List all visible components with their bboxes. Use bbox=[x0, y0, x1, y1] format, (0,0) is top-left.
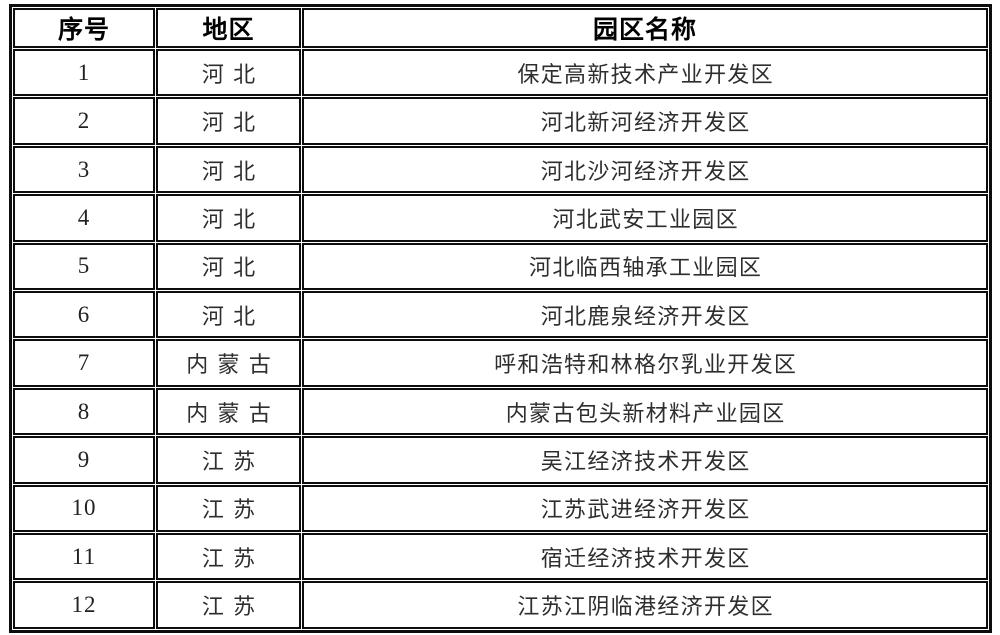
cell-park-name: 内蒙古包头新材料产业园区 bbox=[302, 387, 988, 436]
cell-region: 江苏 bbox=[156, 436, 301, 484]
table-row: 8 内蒙古 内蒙古包头新材料产业园区 bbox=[13, 387, 988, 436]
cell-park-name: 保定高新技术产业开发区 bbox=[302, 49, 988, 97]
cell-region: 河北 bbox=[156, 242, 301, 291]
table-header-row: 序号 地区 园区名称 bbox=[13, 8, 988, 48]
cell-region: 内蒙古 bbox=[156, 387, 301, 436]
table-row: 7 内蒙古 呼和浩特和林格尔乳业开发区 bbox=[13, 339, 988, 387]
table-row: 6 河北 河北鹿泉经济开发区 bbox=[13, 291, 988, 339]
cell-region: 河北 bbox=[156, 49, 301, 97]
cell-index: 9 bbox=[13, 436, 155, 484]
cell-index: 12 bbox=[13, 581, 155, 629]
table-row: 11 江苏 宿迁经济技术开发区 bbox=[13, 533, 988, 581]
column-header-region: 地区 bbox=[156, 8, 301, 48]
table-row: 5 河北 河北临西轴承工业园区 bbox=[13, 242, 988, 291]
cell-index: 1 bbox=[13, 49, 155, 97]
cell-region: 河北 bbox=[156, 97, 301, 145]
cell-park-name: 河北临西轴承工业园区 bbox=[302, 242, 988, 291]
cell-park-name: 宿迁经济技术开发区 bbox=[302, 533, 988, 581]
cell-region: 河北 bbox=[156, 194, 301, 242]
cell-park-name: 河北新河经济开发区 bbox=[302, 97, 988, 145]
cell-park-name: 河北鹿泉经济开发区 bbox=[302, 291, 988, 339]
cell-park-name: 江苏武进经济开发区 bbox=[302, 484, 988, 533]
cell-index: 10 bbox=[13, 484, 155, 533]
cell-index: 2 bbox=[13, 97, 155, 145]
cell-region: 河北 bbox=[156, 145, 301, 194]
cell-region: 河北 bbox=[156, 291, 301, 339]
table-row: 10 江苏 江苏武进经济开发区 bbox=[13, 484, 988, 533]
cell-park-name: 吴江经济技术开发区 bbox=[302, 436, 988, 484]
table-row: 12 江苏 江苏江阴临港经济开发区 bbox=[13, 581, 988, 629]
cell-index: 8 bbox=[13, 387, 155, 436]
cell-park-name: 呼和浩特和林格尔乳业开发区 bbox=[302, 339, 988, 387]
column-header-index: 序号 bbox=[13, 8, 155, 48]
cell-region: 江苏 bbox=[156, 484, 301, 533]
cell-region: 江苏 bbox=[156, 533, 301, 581]
industrial-parks-table: 序号 地区 园区名称 1 河北 保定高新技术产业开发区 2 河北 河北新河经济开… bbox=[9, 4, 992, 633]
table-row: 2 河北 河北新河经济开发区 bbox=[13, 97, 988, 145]
cell-index: 4 bbox=[13, 194, 155, 242]
cell-region: 江苏 bbox=[156, 581, 301, 629]
column-header-park: 园区名称 bbox=[302, 8, 988, 48]
cell-park-name: 江苏江阴临港经济开发区 bbox=[302, 581, 988, 629]
cell-index: 7 bbox=[13, 339, 155, 387]
table-row: 3 河北 河北沙河经济开发区 bbox=[13, 145, 988, 194]
table-row: 4 河北 河北武安工业园区 bbox=[13, 194, 988, 242]
cell-park-name: 河北沙河经济开发区 bbox=[302, 145, 988, 194]
cell-index: 6 bbox=[13, 291, 155, 339]
cell-index: 11 bbox=[13, 533, 155, 581]
cell-region: 内蒙古 bbox=[156, 339, 301, 387]
cell-index: 5 bbox=[13, 242, 155, 291]
cell-park-name: 河北武安工业园区 bbox=[302, 194, 988, 242]
table-row: 1 河北 保定高新技术产业开发区 bbox=[13, 49, 988, 97]
table-row: 9 江苏 吴江经济技术开发区 bbox=[13, 436, 988, 484]
cell-index: 3 bbox=[13, 145, 155, 194]
